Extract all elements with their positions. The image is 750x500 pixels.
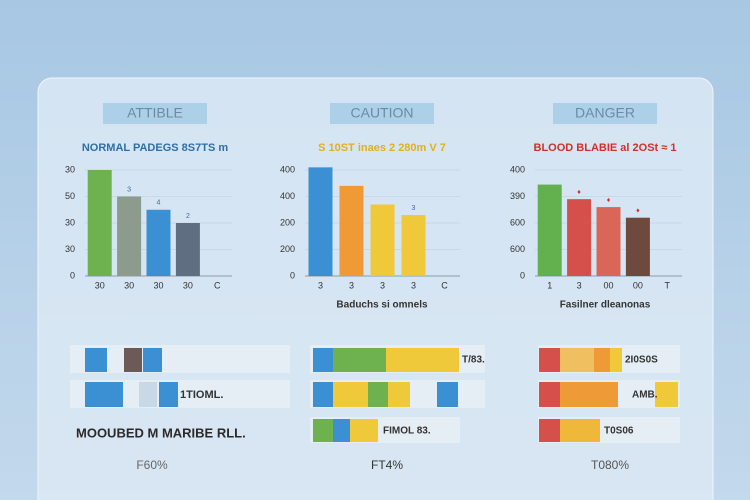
x-tick-label: 3 [411, 280, 416, 290]
chart-title: S 10ST inaes 2 280m V 7 [318, 142, 446, 154]
segment [539, 382, 560, 407]
badge-label: CAUTION [351, 105, 414, 121]
y-tick-label: 390 [510, 191, 525, 201]
y-tick-label: 200 [280, 244, 295, 254]
annotation: ♦ [607, 197, 611, 204]
bar [625, 217, 650, 276]
x-tick-label: 3 [349, 280, 354, 290]
x-tick-label: T [665, 280, 671, 290]
bar [370, 204, 395, 276]
y-tick-label: 400 [280, 191, 295, 201]
row-label: 1TIOML. [180, 389, 223, 401]
y-tick-label: 0 [520, 270, 525, 280]
x-tick-label: 1 [547, 280, 552, 290]
chart-title: NORMAL PADEGS 8S7TS m [82, 142, 229, 154]
row-label: T/83. [462, 355, 485, 366]
segment [333, 348, 386, 372]
footnote: Baduchs si omnels [336, 300, 428, 311]
segment [85, 348, 107, 372]
x-tick-label: 30 [183, 280, 193, 290]
bar [146, 209, 171, 276]
segment [560, 419, 600, 442]
y-tick-label: 600 [510, 217, 525, 227]
x-tick-label: 3 [577, 280, 582, 290]
row-label: AMB. [632, 390, 658, 401]
segment [313, 419, 333, 442]
segment [437, 382, 458, 407]
annotation: 3 [127, 186, 131, 193]
bar [339, 185, 364, 276]
segment [539, 419, 560, 442]
bar [401, 215, 426, 276]
y-tick-label: 200 [280, 217, 295, 227]
footer-label: F60% [136, 458, 168, 472]
badge [330, 103, 434, 124]
segment [368, 382, 388, 407]
bar [117, 196, 142, 276]
y-tick-label: 30 [65, 164, 75, 174]
y-tick-label: 0 [290, 270, 295, 280]
x-tick-label: 30 [153, 280, 163, 290]
row-label: FIMOL 83. [383, 426, 431, 437]
segment [594, 348, 610, 372]
x-tick-label: 30 [95, 280, 105, 290]
segment [159, 382, 178, 407]
segment [350, 419, 378, 442]
badge [103, 103, 207, 124]
annotation: ♦ [636, 208, 640, 215]
segment [333, 419, 350, 442]
segment [124, 348, 142, 372]
bar [596, 207, 621, 276]
footer-label: FT4% [371, 458, 403, 472]
segment [560, 348, 594, 372]
segment [655, 382, 678, 407]
row-label: MOOUBED M MARIBE RLL. [76, 425, 246, 440]
segment [313, 348, 333, 372]
badge-label: ATTIBLE [127, 105, 183, 121]
segment [313, 382, 333, 407]
y-tick-label: 400 [280, 164, 295, 174]
bar [175, 223, 200, 276]
segment [388, 382, 410, 407]
bar [308, 167, 333, 276]
segment [386, 348, 459, 372]
row-label: T0S06 [604, 426, 634, 437]
row-label: 2I0S0S [625, 355, 658, 366]
bar [567, 199, 592, 276]
annotation: ♦ [577, 189, 581, 196]
y-tick-label: 30 [65, 244, 75, 254]
x-tick-label: 3 [318, 280, 323, 290]
y-tick-label: 600 [510, 244, 525, 254]
badge [553, 103, 657, 124]
badge-label: DANGER [575, 105, 635, 121]
x-tick-label: 30 [124, 280, 134, 290]
bar [537, 184, 562, 276]
segment [610, 348, 622, 372]
chart-title: BLOOD BLABIE al 2OSt ≈ 1 [534, 142, 677, 154]
bar [87, 170, 112, 276]
segment [139, 382, 157, 407]
x-tick-label: 00 [633, 280, 643, 290]
x-tick-label: C [214, 280, 221, 290]
x-tick-label: 3 [380, 280, 385, 290]
segment [560, 382, 618, 407]
x-tick-label: 00 [603, 280, 613, 290]
y-tick-label: 400 [510, 164, 525, 174]
segment [539, 348, 560, 372]
y-tick-label: 0 [70, 270, 75, 280]
annotation: 3 [412, 205, 416, 212]
footnote: Fasilner dleanonas [560, 300, 651, 311]
annotation: 4 [157, 200, 161, 207]
footer-label: T080% [591, 458, 629, 472]
annotation: 2 [186, 213, 190, 220]
segment [85, 382, 123, 407]
y-tick-label: 50 [65, 191, 75, 201]
bottom-section: 1TIOML. MOOUBED M MARIBE RLL. T/83. FIMO… [70, 345, 680, 472]
y-tick-label: 30 [65, 217, 75, 227]
segment [143, 348, 162, 372]
segment [333, 382, 368, 407]
x-tick-label: C [441, 280, 448, 290]
